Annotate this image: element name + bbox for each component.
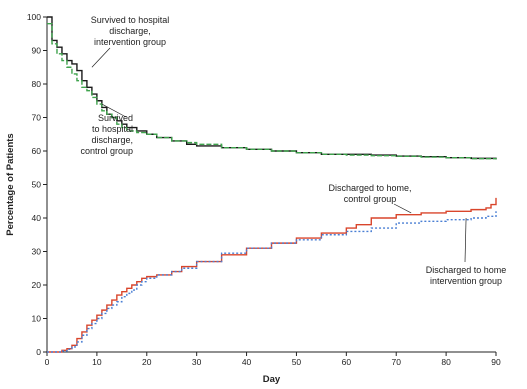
y-tick-label: 0: [36, 347, 41, 357]
annotation-text-line: discharge,: [109, 26, 151, 36]
axes: [46, 17, 496, 353]
x-tick-label: 10: [92, 357, 102, 367]
series-layer: [47, 16, 497, 353]
annotation-text-line: Discharged to home,: [328, 183, 411, 193]
x-tick-label: 50: [292, 357, 302, 367]
annotation-leader-line: [464, 217, 467, 263]
annotation-leader-line: [91, 47, 111, 68]
y-tick-label: 50: [32, 180, 42, 190]
y-tick-label: 80: [32, 79, 42, 89]
annotation-survived-intervention: Survived to hospitaldischarge,interventi…: [91, 15, 170, 68]
y-tick-label: 10: [32, 314, 42, 324]
x-tick-label: 0: [45, 357, 50, 367]
y-axis-title: Percentage of Patients: [5, 133, 16, 235]
y-ticks: 0 10 20 30 40 50 60 70 80 90 100: [27, 12, 47, 357]
series-line-survived-control: [47, 23, 497, 160]
x-tick-label: 80: [441, 357, 451, 367]
annotation-text-line: intervention group: [430, 276, 502, 286]
x-ticks: 0 10 20 30 40 50 60 70 80 90: [45, 352, 501, 367]
x-tick-label: 20: [142, 357, 152, 367]
y-tick-label: 30: [32, 247, 42, 257]
annotation-layer: Survived to hospitaldischarge,interventi…: [80, 15, 506, 286]
annotation-text-line: Survived: [98, 113, 133, 123]
annotation-text-line: Discharged to home: [426, 265, 507, 275]
y-tick-label: 70: [32, 113, 42, 123]
x-tick-label: 60: [342, 357, 352, 367]
annotation-home-control: Discharged to home,control group: [328, 183, 412, 214]
series-line-home-control: [47, 197, 497, 353]
annotation-leader-line: [101, 103, 127, 118]
annotation-text-line: control group: [80, 146, 133, 156]
x-tick-label: 30: [192, 357, 202, 367]
annotation-leader-line: [393, 203, 412, 214]
annotation-text-line: to hospital: [92, 124, 133, 134]
annotation-text-line: Survived to hospital: [91, 15, 170, 25]
y-tick-label: 60: [32, 146, 42, 156]
annotation-text-line: control group: [344, 194, 397, 204]
y-tick-label: 40: [32, 213, 42, 223]
y-tick-label: 100: [27, 12, 41, 22]
annotation-text-line: intervention group: [94, 37, 166, 47]
x-tick-label: 70: [391, 357, 401, 367]
x-tick-label: 90: [491, 357, 501, 367]
y-tick-label: 20: [32, 280, 42, 290]
x-axis-title: Day: [263, 374, 281, 385]
annotation-text-line: discharge,: [91, 135, 133, 145]
x-tick-label: 40: [242, 357, 252, 367]
y-tick-label: 90: [32, 46, 42, 56]
series-line-home-intervention: [47, 211, 497, 353]
